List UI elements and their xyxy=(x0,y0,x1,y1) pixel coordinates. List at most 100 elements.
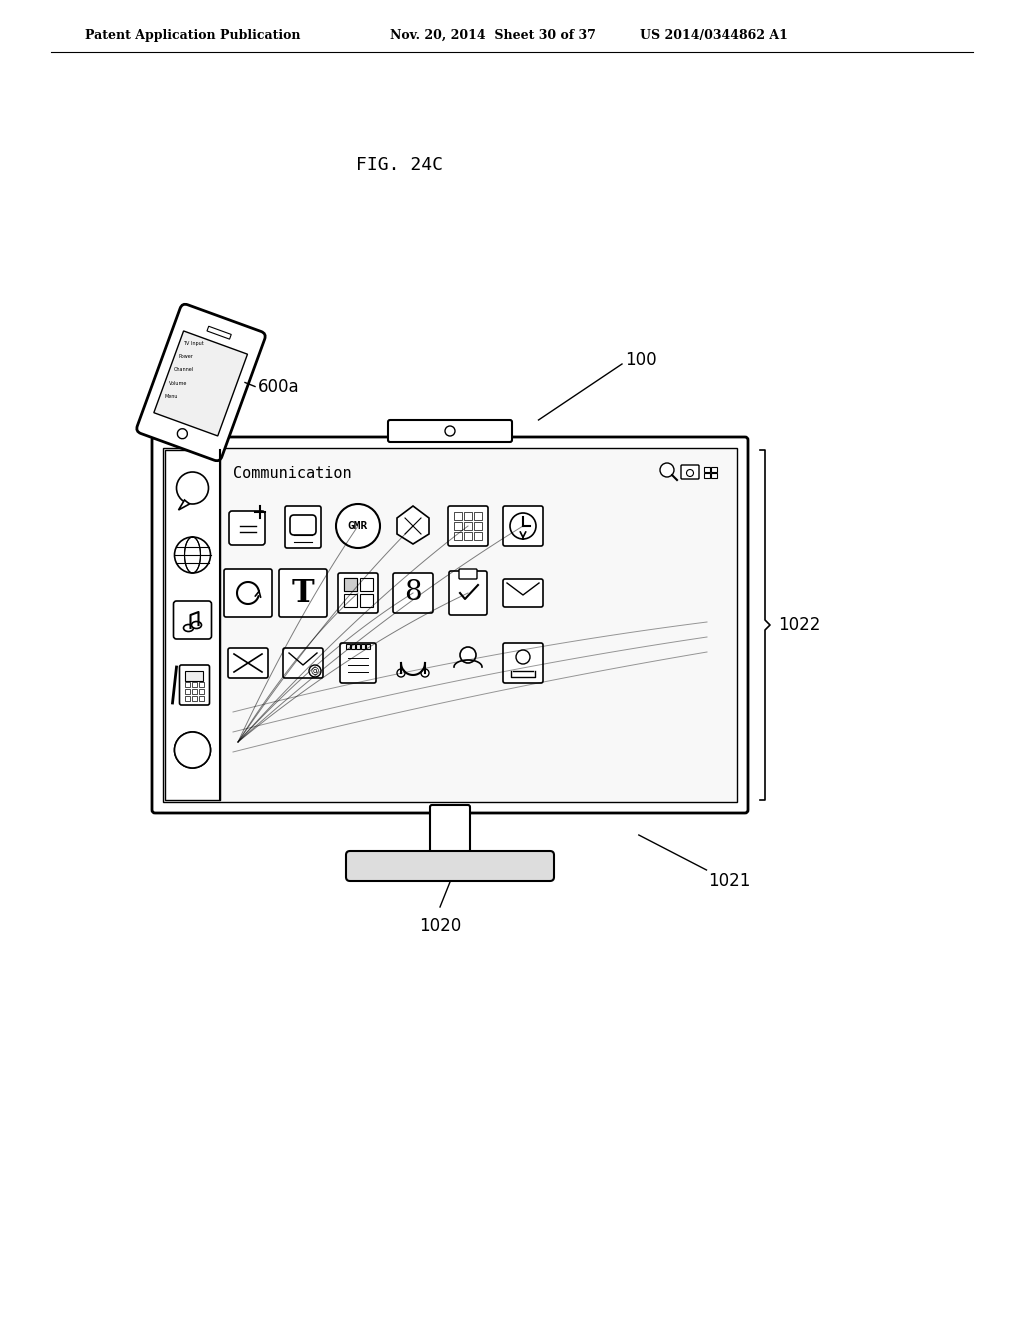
FancyBboxPatch shape xyxy=(449,506,488,546)
FancyBboxPatch shape xyxy=(199,738,205,744)
Text: 1021: 1021 xyxy=(709,873,751,890)
Text: Nov. 20, 2014  Sheet 30 of 37: Nov. 20, 2014 Sheet 30 of 37 xyxy=(390,29,596,41)
Text: 100: 100 xyxy=(625,351,656,370)
Circle shape xyxy=(397,669,406,677)
FancyBboxPatch shape xyxy=(137,304,265,461)
FancyBboxPatch shape xyxy=(176,747,183,754)
Bar xyxy=(711,467,717,473)
FancyBboxPatch shape xyxy=(224,569,272,616)
Ellipse shape xyxy=(191,622,202,628)
Text: Channel: Channel xyxy=(174,367,194,372)
FancyBboxPatch shape xyxy=(229,511,265,545)
Bar xyxy=(454,521,462,531)
Text: 1020: 1020 xyxy=(419,917,461,935)
Bar xyxy=(199,696,204,701)
FancyBboxPatch shape xyxy=(152,437,748,813)
Bar xyxy=(705,473,710,478)
FancyBboxPatch shape xyxy=(503,506,543,546)
Bar xyxy=(184,689,189,694)
Bar xyxy=(705,467,710,473)
FancyBboxPatch shape xyxy=(283,648,323,678)
Bar xyxy=(191,682,197,686)
Bar xyxy=(474,532,482,540)
Text: @: @ xyxy=(311,667,319,676)
Circle shape xyxy=(460,647,476,663)
Bar xyxy=(360,578,373,591)
Text: 8: 8 xyxy=(404,579,422,606)
Text: 1022: 1022 xyxy=(778,616,820,634)
Circle shape xyxy=(309,665,321,677)
FancyBboxPatch shape xyxy=(202,747,209,754)
Text: Volume: Volume xyxy=(169,380,187,385)
Bar xyxy=(191,696,197,701)
FancyBboxPatch shape xyxy=(228,648,268,678)
Bar xyxy=(346,644,350,649)
Bar xyxy=(184,671,203,681)
FancyBboxPatch shape xyxy=(290,515,316,535)
FancyBboxPatch shape xyxy=(503,579,543,607)
FancyBboxPatch shape xyxy=(189,759,196,767)
Bar xyxy=(366,644,370,649)
Bar xyxy=(199,682,204,686)
FancyBboxPatch shape xyxy=(338,573,378,612)
Bar xyxy=(344,578,357,591)
Bar xyxy=(351,644,355,649)
Bar xyxy=(356,644,360,649)
FancyBboxPatch shape xyxy=(279,569,327,616)
Text: Menu: Menu xyxy=(164,393,177,399)
Bar xyxy=(464,512,472,520)
Text: TV Input: TV Input xyxy=(183,341,204,346)
Bar xyxy=(464,521,472,531)
Circle shape xyxy=(516,649,530,664)
FancyBboxPatch shape xyxy=(346,851,554,880)
Bar xyxy=(184,696,189,701)
Text: Communication: Communication xyxy=(233,466,351,480)
FancyBboxPatch shape xyxy=(180,738,186,744)
Text: Power: Power xyxy=(178,354,194,359)
FancyBboxPatch shape xyxy=(393,573,433,612)
FancyBboxPatch shape xyxy=(388,420,512,442)
Circle shape xyxy=(660,463,674,477)
FancyBboxPatch shape xyxy=(179,665,210,705)
Circle shape xyxy=(510,513,536,539)
Text: GMR: GMR xyxy=(348,521,368,531)
Bar xyxy=(165,450,220,800)
Bar xyxy=(454,512,462,520)
FancyBboxPatch shape xyxy=(449,572,487,615)
Circle shape xyxy=(336,504,380,548)
Bar xyxy=(207,326,231,339)
Text: FIG. 24C: FIG. 24C xyxy=(356,156,443,174)
FancyBboxPatch shape xyxy=(180,755,186,763)
Bar xyxy=(454,532,462,540)
Bar xyxy=(154,331,248,436)
Circle shape xyxy=(185,743,200,756)
FancyBboxPatch shape xyxy=(189,734,196,741)
Circle shape xyxy=(421,669,429,677)
FancyBboxPatch shape xyxy=(285,506,321,548)
FancyBboxPatch shape xyxy=(173,601,212,639)
FancyBboxPatch shape xyxy=(459,569,477,579)
FancyBboxPatch shape xyxy=(503,643,543,682)
Circle shape xyxy=(174,537,211,573)
Bar xyxy=(184,682,189,686)
Bar xyxy=(474,512,482,520)
Circle shape xyxy=(174,733,211,768)
Circle shape xyxy=(176,473,209,504)
Polygon shape xyxy=(397,506,429,544)
Text: 600a: 600a xyxy=(258,379,300,396)
Circle shape xyxy=(445,426,455,436)
Circle shape xyxy=(174,733,211,768)
Bar xyxy=(711,473,717,478)
Bar xyxy=(474,521,482,531)
Circle shape xyxy=(177,429,187,438)
Bar xyxy=(344,578,357,591)
Text: T: T xyxy=(292,578,314,609)
Circle shape xyxy=(686,470,693,477)
Bar xyxy=(361,644,365,649)
Bar xyxy=(163,447,737,803)
Polygon shape xyxy=(178,500,189,510)
Bar xyxy=(191,689,197,694)
Bar xyxy=(360,594,373,607)
FancyBboxPatch shape xyxy=(340,643,376,682)
FancyBboxPatch shape xyxy=(681,465,699,479)
